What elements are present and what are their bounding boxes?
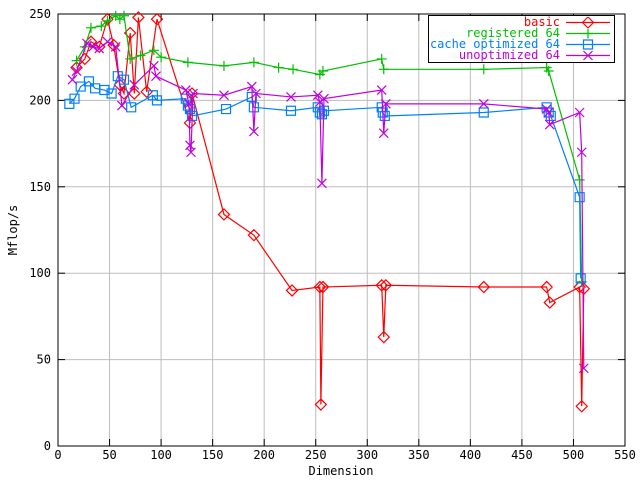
svg-text:250: 250 — [305, 448, 327, 462]
svg-text:100: 100 — [150, 448, 172, 462]
legend: basic registered 64 cache optimized 64 u… — [428, 15, 615, 63]
svg-text:300: 300 — [356, 448, 378, 462]
svg-text:250: 250 — [29, 7, 51, 21]
svg-text:50: 50 — [37, 353, 51, 367]
legend-line-sample-plus-icon — [566, 28, 610, 39]
legend-item-registered-64: registered 64 — [431, 26, 611, 40]
legend-item-cache-optimized-64: cache optimized 64 — [429, 37, 611, 51]
y-axis-title: Mflop/s — [6, 204, 20, 256]
svg-text:350: 350 — [408, 448, 430, 462]
svg-text:550: 550 — [614, 448, 636, 462]
legend-line-sample-square-icon — [566, 39, 610, 50]
svg-text:200: 200 — [29, 93, 51, 107]
svg-text:50: 50 — [102, 448, 116, 462]
svg-text:0: 0 — [44, 439, 51, 453]
svg-text:500: 500 — [563, 448, 585, 462]
legend-line-sample-diamond-icon — [566, 17, 610, 28]
svg-text:200: 200 — [253, 448, 275, 462]
legend-label-unoptimized-64: unoptimized 64 — [458, 48, 560, 62]
legend-label-basic: basic — [523, 15, 560, 29]
legend-label-registered-64: registered 64 — [466, 26, 560, 40]
svg-text:150: 150 — [29, 180, 51, 194]
svg-text:400: 400 — [460, 448, 482, 462]
svg-text:150: 150 — [202, 448, 224, 462]
x-axis-title: Dimension — [308, 464, 374, 478]
legend-item-basic: basic — [431, 15, 611, 29]
svg-text:450: 450 — [511, 448, 533, 462]
legend-item-unoptimized-64: unoptimized 64 — [431, 48, 611, 62]
legend-line-sample-x-icon — [566, 50, 610, 61]
svg-text:100: 100 — [29, 266, 51, 280]
svg-text:0: 0 — [54, 448, 61, 462]
legend-label-cache-optimized-64: cache optimized 64 — [429, 37, 560, 51]
